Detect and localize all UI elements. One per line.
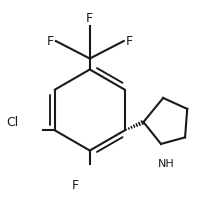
Text: F: F — [72, 179, 79, 192]
Text: F: F — [47, 35, 54, 48]
Text: NH: NH — [158, 159, 175, 169]
Text: F: F — [86, 12, 93, 25]
Text: F: F — [125, 35, 133, 48]
Text: Cl: Cl — [6, 116, 19, 128]
